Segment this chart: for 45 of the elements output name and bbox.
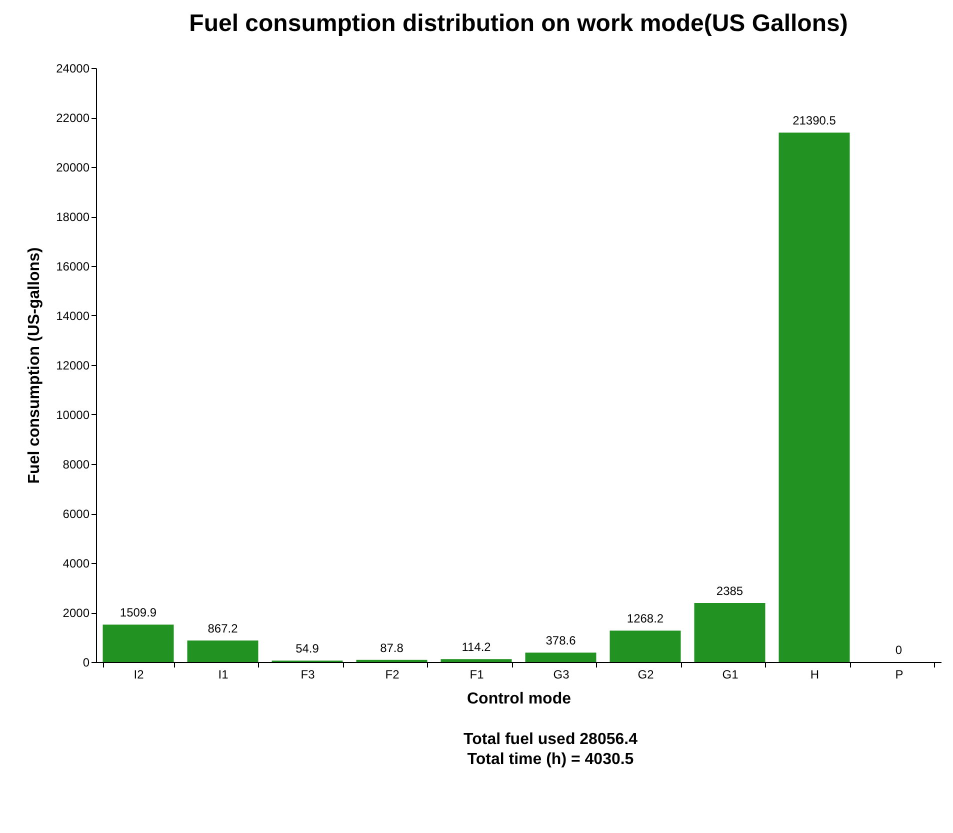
- data-label: 378.6: [546, 634, 576, 648]
- y-tick-label: 0: [82, 656, 90, 670]
- y-tick-label: 4000: [62, 556, 90, 570]
- bar: [525, 652, 596, 662]
- data-label: 114.2: [462, 640, 492, 654]
- y-axis-title: Fuel consumption (US-gallons): [26, 247, 44, 484]
- x-tick-label: F2: [385, 668, 400, 682]
- y-tick-label: 12000: [56, 358, 90, 372]
- x-tick-label: F3: [300, 668, 316, 682]
- x-tick-label: G3: [553, 668, 570, 682]
- bar: [187, 640, 258, 662]
- text: Total fuel used 28056.4: [462, 730, 638, 750]
- y-tick-label: 14000: [56, 309, 90, 323]
- data-label: 0: [895, 643, 902, 657]
- y-tick-label: 20000: [56, 160, 90, 174]
- data-label: 1509.9: [120, 606, 157, 620]
- x-tick-label: G2: [638, 668, 654, 682]
- data-label: 87.8: [380, 640, 404, 655]
- x-tick-label: G1: [722, 668, 739, 682]
- bar: [440, 659, 512, 662]
- bar: [102, 624, 174, 662]
- y-tick-label: 2000: [62, 606, 90, 620]
- bar: [778, 132, 850, 662]
- x-tick-label: I1: [218, 668, 229, 682]
- bar: [694, 602, 766, 662]
- y-tick-label: 8000: [62, 458, 90, 472]
- bar: [610, 630, 681, 662]
- text: Total time (h) = 4030.5: [466, 750, 635, 770]
- data-label: 21390.5: [792, 114, 836, 128]
- x-axis-title: Control mode: [467, 690, 572, 708]
- y-tick-label: 18000: [56, 210, 90, 224]
- y-tick-label: 10000: [56, 408, 90, 422]
- x-tick-label: P: [895, 668, 904, 682]
- x-tick-label: H: [810, 668, 820, 682]
- data-label: 54.9: [296, 642, 320, 656]
- x-tick-label: F1: [470, 668, 484, 682]
- data-label: 2385: [716, 584, 744, 598]
- y-tick-label: 16000: [56, 260, 90, 274]
- data-label: 1268.2: [626, 612, 664, 626]
- y-tick-label: 22000: [56, 111, 90, 125]
- y-tick-label: 6000: [62, 507, 90, 521]
- y-tick-label: 24000: [56, 62, 90, 76]
- x-tick-label: I2: [134, 668, 144, 682]
- data-label: 867.2: [208, 622, 238, 636]
- chart-title: Fuel consumption distribution on work mode(US Gallons): [189, 10, 848, 37]
